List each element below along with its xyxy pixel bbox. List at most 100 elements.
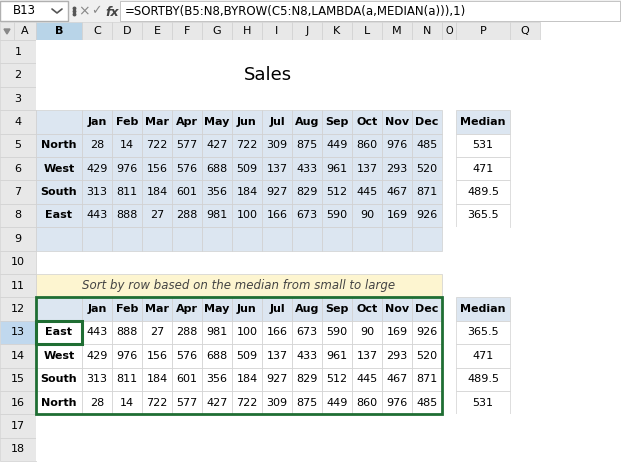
Bar bbox=[120, 1, 620, 21]
Bar bbox=[352, 227, 382, 250]
Bar bbox=[142, 321, 172, 344]
Text: 156: 156 bbox=[147, 351, 168, 361]
Text: 14: 14 bbox=[11, 351, 25, 361]
Text: 6: 6 bbox=[14, 164, 22, 174]
Bar bbox=[142, 157, 172, 180]
Bar bbox=[292, 157, 322, 180]
Bar bbox=[0, 63, 36, 87]
Text: 8: 8 bbox=[14, 211, 22, 220]
Bar bbox=[36, 87, 621, 110]
Bar bbox=[0, 438, 36, 461]
Text: 433: 433 bbox=[296, 164, 317, 174]
Bar bbox=[202, 227, 232, 250]
Bar bbox=[352, 134, 382, 157]
Bar bbox=[352, 180, 382, 204]
Text: 100: 100 bbox=[237, 328, 258, 338]
Bar bbox=[0, 134, 36, 157]
Text: 976: 976 bbox=[116, 351, 138, 361]
Bar bbox=[82, 344, 112, 368]
Bar bbox=[322, 134, 352, 157]
Bar bbox=[82, 204, 112, 227]
Text: 313: 313 bbox=[86, 374, 107, 384]
Text: 27: 27 bbox=[150, 328, 164, 338]
Bar bbox=[352, 22, 382, 40]
Text: L: L bbox=[364, 26, 370, 36]
Bar bbox=[382, 134, 412, 157]
Text: 449: 449 bbox=[326, 140, 348, 150]
Text: 12: 12 bbox=[11, 304, 25, 314]
Bar bbox=[172, 368, 202, 391]
Text: Apr: Apr bbox=[176, 117, 198, 127]
Bar bbox=[456, 180, 510, 204]
Bar bbox=[262, 391, 292, 414]
Bar bbox=[172, 344, 202, 368]
Text: Jun: Jun bbox=[237, 117, 257, 127]
Bar bbox=[412, 368, 442, 391]
Bar bbox=[262, 134, 292, 157]
Text: Median: Median bbox=[460, 117, 505, 127]
Bar bbox=[262, 204, 292, 227]
Bar bbox=[82, 368, 112, 391]
Text: B: B bbox=[55, 26, 63, 36]
Bar bbox=[36, 298, 442, 414]
Text: 577: 577 bbox=[176, 398, 197, 407]
Bar bbox=[36, 344, 82, 368]
Bar bbox=[36, 274, 442, 298]
Text: 169: 169 bbox=[386, 328, 407, 338]
Bar bbox=[0, 110, 36, 134]
Text: 427: 427 bbox=[206, 140, 228, 150]
Bar bbox=[0, 391, 36, 414]
Text: 90: 90 bbox=[360, 211, 374, 220]
Bar bbox=[36, 134, 82, 157]
Text: Dec: Dec bbox=[415, 117, 438, 127]
Text: 976: 976 bbox=[386, 140, 407, 150]
Text: 4: 4 bbox=[14, 117, 22, 127]
Bar bbox=[82, 227, 112, 250]
Bar bbox=[0, 0, 621, 22]
Text: Oct: Oct bbox=[356, 304, 378, 314]
Bar bbox=[412, 391, 442, 414]
Text: 1: 1 bbox=[14, 47, 22, 57]
Bar bbox=[202, 368, 232, 391]
Text: 926: 926 bbox=[416, 328, 438, 338]
Bar bbox=[352, 298, 382, 321]
Bar bbox=[0, 157, 36, 180]
Bar bbox=[0, 1, 68, 21]
Text: C: C bbox=[93, 26, 101, 36]
Text: 875: 875 bbox=[296, 398, 317, 407]
Polygon shape bbox=[4, 29, 10, 34]
Text: 509: 509 bbox=[237, 351, 258, 361]
Bar bbox=[112, 298, 142, 321]
Text: 309: 309 bbox=[266, 398, 288, 407]
Bar bbox=[412, 134, 442, 157]
Bar bbox=[202, 22, 232, 40]
Bar bbox=[412, 298, 442, 321]
Text: 433: 433 bbox=[296, 351, 317, 361]
Text: 976: 976 bbox=[386, 398, 407, 407]
Bar bbox=[14, 22, 36, 40]
Bar bbox=[292, 110, 322, 134]
Bar bbox=[36, 110, 82, 134]
Bar bbox=[172, 298, 202, 321]
Bar bbox=[232, 391, 262, 414]
Text: 445: 445 bbox=[356, 374, 378, 384]
Bar bbox=[382, 321, 412, 344]
Text: =SORTBY(B5:N8,BYROW(C5:N8,LAMBDA(a,MEDIAN(a))),1): =SORTBY(B5:N8,BYROW(C5:N8,LAMBDA(a,MEDIA… bbox=[125, 5, 466, 18]
Text: 489.5: 489.5 bbox=[467, 374, 499, 384]
Bar bbox=[322, 344, 352, 368]
Text: 14: 14 bbox=[120, 140, 134, 150]
Bar bbox=[232, 227, 262, 250]
Text: May: May bbox=[204, 304, 230, 314]
Text: Sort by row based on the median from small to large: Sort by row based on the median from sma… bbox=[83, 279, 396, 292]
Text: 429: 429 bbox=[86, 351, 107, 361]
Bar bbox=[0, 274, 36, 298]
Bar bbox=[456, 134, 510, 157]
Text: 601: 601 bbox=[176, 374, 197, 384]
Bar bbox=[456, 110, 510, 134]
Text: ✓: ✓ bbox=[91, 5, 101, 18]
Bar bbox=[322, 157, 352, 180]
Bar bbox=[142, 134, 172, 157]
Bar bbox=[202, 180, 232, 204]
Text: 577: 577 bbox=[176, 140, 197, 150]
Text: 673: 673 bbox=[296, 211, 317, 220]
